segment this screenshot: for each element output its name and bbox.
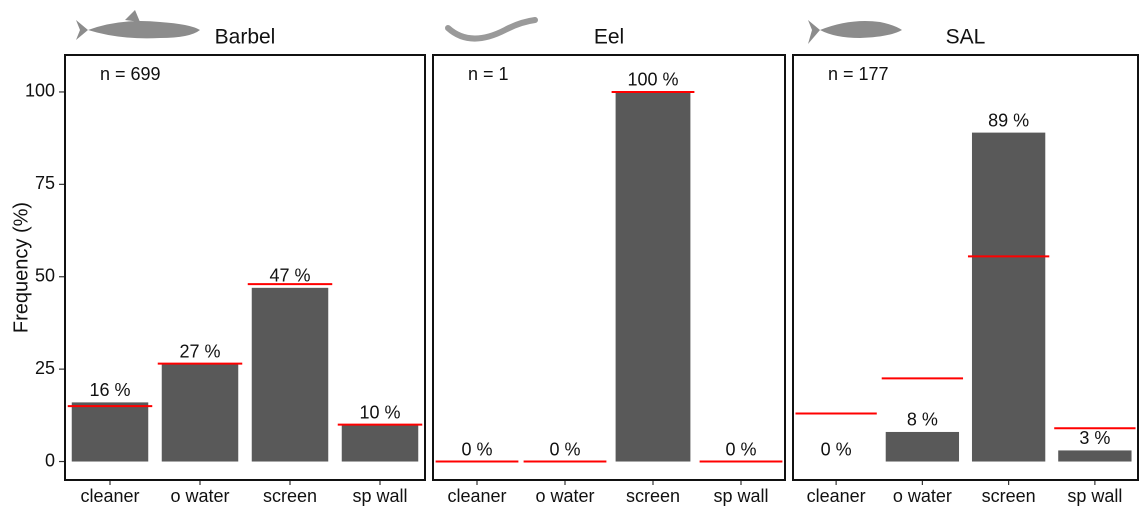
panel-title: SAL bbox=[946, 26, 986, 49]
sample-size: n = 177 bbox=[828, 64, 889, 84]
x-tick-label: sp wall bbox=[713, 486, 768, 506]
value-label: 0 % bbox=[821, 439, 852, 459]
bar bbox=[71, 402, 149, 462]
panel-title: Barbel bbox=[215, 26, 276, 49]
panel-border bbox=[792, 54, 1139, 481]
y-tick-label: 50 bbox=[35, 265, 55, 285]
x-tick-label: cleaner bbox=[80, 486, 139, 506]
bar bbox=[161, 363, 239, 462]
barbel-icon bbox=[76, 10, 200, 40]
value-label: 100 % bbox=[627, 70, 678, 90]
value-label: 0 % bbox=[549, 439, 580, 459]
eel-icon bbox=[445, 17, 538, 42]
bar bbox=[251, 287, 329, 462]
value-label: 89 % bbox=[988, 110, 1029, 130]
x-tick-label: o water bbox=[893, 486, 952, 506]
value-label: 3 % bbox=[1079, 428, 1110, 448]
x-tick-label: cleaner bbox=[447, 486, 506, 506]
x-tick-label: screen bbox=[626, 486, 680, 506]
sal-icon bbox=[808, 20, 902, 44]
sample-size: n = 699 bbox=[100, 64, 161, 84]
bar bbox=[971, 132, 1046, 462]
value-label: 16 % bbox=[89, 380, 130, 400]
bar bbox=[885, 431, 960, 462]
x-tick-label: screen bbox=[263, 486, 317, 506]
bar bbox=[1058, 450, 1132, 462]
x-tick-label: o water bbox=[170, 486, 229, 506]
bar bbox=[615, 91, 691, 462]
x-tick-label: o water bbox=[535, 486, 594, 506]
y-tick-label: 100 bbox=[25, 81, 55, 101]
x-tick-label: cleaner bbox=[807, 486, 866, 506]
panel-border bbox=[432, 54, 786, 481]
value-label: 10 % bbox=[359, 402, 400, 422]
x-tick-label: screen bbox=[982, 486, 1036, 506]
y-tick-label: 75 bbox=[35, 173, 55, 193]
y-tick-label: 0 bbox=[45, 450, 55, 470]
y-tick-label: 25 bbox=[35, 358, 55, 378]
value-label: 8 % bbox=[907, 410, 938, 430]
sample-size: n = 1 bbox=[468, 64, 509, 84]
panel-title: Eel bbox=[594, 26, 624, 49]
bar bbox=[341, 424, 419, 462]
x-tick-label: sp wall bbox=[1067, 486, 1122, 506]
y-axis-label: Frequency (%) bbox=[10, 202, 32, 333]
panel-border bbox=[64, 54, 426, 481]
value-label: 27 % bbox=[179, 341, 220, 361]
value-label: 0 % bbox=[725, 439, 756, 459]
value-label: 47 % bbox=[269, 266, 310, 286]
value-label: 0 % bbox=[461, 439, 492, 459]
x-tick-label: sp wall bbox=[352, 486, 407, 506]
